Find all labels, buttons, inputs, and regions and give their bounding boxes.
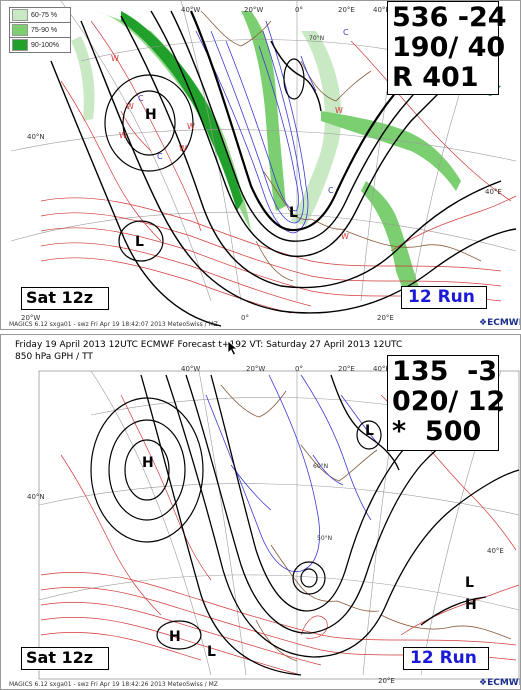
svg-text:C: C (157, 152, 163, 161)
lat-label: 20°E (378, 677, 395, 685)
legend-label: 75-90 % (31, 26, 58, 34)
station-value-line: 190/ 40 (392, 32, 506, 63)
legend-row: 90-100% (10, 38, 70, 52)
station-value-line: * 500 (392, 416, 482, 447)
lon-label: 40°W (181, 365, 201, 373)
lat-label: 60°N (313, 463, 329, 470)
high-centre-label: H (145, 107, 157, 123)
svg-text:C: C (328, 186, 334, 195)
svg-text:W: W (335, 106, 343, 115)
svg-text:W: W (119, 131, 127, 140)
station-value-line: 135 -3 (392, 356, 498, 387)
lon-label-bottom: 20°W (21, 314, 41, 322)
closed-contours (90, 397, 382, 650)
high-centre-label: H (465, 597, 477, 613)
station-value-line: 020/ 12 (392, 386, 506, 417)
high-centre-label: H (169, 629, 181, 645)
svg-text:W: W (126, 102, 134, 111)
lon-label: 20°E (338, 365, 355, 373)
coastline (220, 384, 512, 662)
lon-label: 40°W (181, 6, 201, 14)
lat-label: 40°E (487, 547, 504, 555)
ecmwf-logo: ❖ECMWF (479, 318, 520, 328)
closed-contours (104, 58, 305, 262)
forecast-subheader: 850 hPa GPH / TT (15, 352, 93, 362)
ecmwf-logo-icon: ❖ (479, 678, 488, 688)
lat-label: 50°N (317, 535, 333, 542)
logo-text: ECMWF (487, 318, 520, 328)
lat-label: 40°N (27, 493, 45, 501)
high-centre-label: H (142, 455, 154, 471)
lon-label: 20°W (244, 6, 264, 14)
cold-temperature-contours (195, 20, 317, 234)
graticule (38, 370, 520, 676)
logo-text: ECMWF (487, 678, 520, 688)
ecmwf-logo-icon: ❖ (479, 318, 488, 328)
lon-label-bottom: 0° (241, 314, 249, 322)
top-run-label: 12 Run (401, 286, 487, 309)
lon-label: 40°E (373, 365, 390, 373)
legend-label: 90-100% (31, 41, 60, 49)
low-centre-label: L (365, 423, 374, 439)
low-centre-label: L (289, 205, 298, 221)
svg-text:C: C (138, 94, 144, 103)
lon-label: 20°W (246, 365, 266, 373)
bottom-station-values: 135 -3 020/ 12 * 500 (387, 355, 506, 451)
bottom-day-label: Sat 12z (21, 647, 109, 670)
lat-label: 40°N (27, 133, 45, 141)
lon-label: 0° (295, 365, 303, 373)
station-value-line: R 401 (392, 62, 479, 93)
station-value-line: 536 -24 (392, 2, 507, 33)
bottom-run-label: 12 Run (403, 647, 489, 670)
top-map-panel: W W W W W W W C C C C 40°W 20°W 0° 20°E … (0, 0, 521, 330)
top-footer: MAGICS 6.12 sxga01 - swz Fri Apr 19 18:4… (9, 321, 218, 328)
svg-text:W: W (341, 232, 349, 241)
top-station-values: 536 -24 190/ 40 R 401 (387, 1, 507, 95)
low-centre-label: L (135, 234, 144, 250)
lat-label: 70°N (309, 35, 325, 42)
svg-text:W: W (111, 54, 119, 63)
lon-label: 20°E (338, 6, 355, 14)
legend-swatch (12, 39, 28, 51)
bottom-footer: MAGICS 6.12 sxga01 - swz Fri Apr 19 18:4… (9, 681, 218, 688)
lon-label-bottom: 20°E (377, 314, 394, 322)
bottom-map-panel: Friday 19 April 2013 12UTC ECMWF Forecas… (0, 334, 521, 690)
coastline (200, 10, 482, 282)
lat-label: 40°E (485, 188, 502, 196)
low-centre-label: L (465, 575, 474, 591)
low-centre-label: L (207, 644, 216, 660)
top-day-label: Sat 12z (21, 287, 109, 310)
wc-labels: W W W W W W W C C C C (111, 28, 349, 241)
legend-swatch (12, 24, 28, 36)
humidity-legend: 60-75 % 75-90 % 90-100% (9, 7, 71, 53)
mouse-pointer-icon (227, 340, 239, 356)
svg-text:W: W (179, 144, 187, 153)
forecast-header: Friday 19 April 2013 12UTC ECMWF Forecas… (15, 340, 403, 350)
legend-label: 60-75 % (31, 11, 58, 19)
legend-row: 60-75 % (10, 8, 70, 23)
ecmwf-logo: ❖ECMWF (479, 678, 520, 688)
legend-row: 75-90 % (10, 23, 70, 38)
svg-text:C: C (343, 28, 349, 37)
lon-label: 0° (295, 6, 303, 14)
lon-label: 40°E (373, 6, 390, 14)
svg-text:W: W (187, 122, 195, 131)
legend-swatch (12, 9, 28, 21)
